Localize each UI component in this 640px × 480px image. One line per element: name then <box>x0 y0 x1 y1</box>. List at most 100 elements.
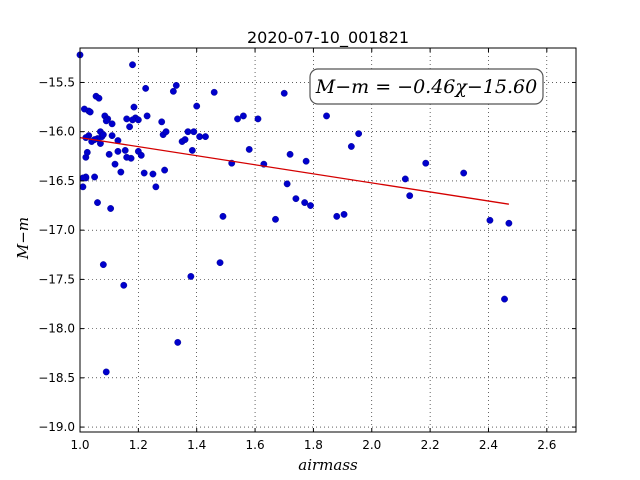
data-point <box>86 108 94 116</box>
x-tick-label: 2.6 <box>537 438 556 452</box>
data-point <box>245 146 253 153</box>
data-point <box>292 195 300 203</box>
y-tick-label: −17.0 <box>38 223 75 237</box>
data-point <box>190 128 198 136</box>
data-point <box>114 147 122 155</box>
y-tick-labels: −15.5 −16.0 −16.5 −17.0 −17.5 −18.0 −18.5 −19.0 <box>38 75 75 434</box>
x-tick-label: 1.6 <box>246 438 265 452</box>
x-axis-label: airmass <box>298 456 358 474</box>
data-point <box>120 281 128 289</box>
data-point <box>143 112 151 120</box>
data-point <box>105 150 113 158</box>
y-tick-label: −16.0 <box>38 125 75 139</box>
data-point <box>460 169 468 177</box>
data-point <box>123 153 131 161</box>
data-point <box>123 115 131 123</box>
fit-line <box>79 136 509 205</box>
data-point <box>129 61 136 69</box>
data-point <box>79 174 87 182</box>
data-point <box>422 159 430 167</box>
data-point <box>162 128 170 136</box>
grid-lines <box>79 48 576 432</box>
data-point <box>239 112 247 120</box>
data-point <box>117 168 125 176</box>
y-tick-label: −15.5 <box>38 75 75 89</box>
data-point <box>99 131 107 139</box>
data-point <box>307 202 314 209</box>
data-point <box>323 112 330 120</box>
data-point <box>102 368 110 376</box>
data-point <box>193 102 201 110</box>
x-tick-label: 1.2 <box>129 438 148 452</box>
x-tick-label: 1.4 <box>187 438 206 452</box>
x-tick-label: 1.8 <box>304 438 323 452</box>
data-point <box>94 199 101 206</box>
data-point <box>169 87 177 95</box>
y-tick-label: −16.5 <box>38 174 75 188</box>
data-points <box>76 51 513 376</box>
data-point <box>140 169 148 177</box>
data-point <box>280 89 288 97</box>
data-point <box>102 117 110 125</box>
data-point <box>188 146 196 154</box>
fit-equation-text: M−m = −0.46χ−15.60 <box>315 76 537 98</box>
data-point <box>174 338 182 346</box>
data-point <box>108 120 116 128</box>
y-tick-label: −19.0 <box>38 420 75 434</box>
data-point <box>202 133 209 141</box>
data-point <box>272 215 279 223</box>
fit-equation-box: M−m = −0.46χ−15.60 <box>309 68 544 105</box>
x-tick-label: 2.0 <box>362 438 381 452</box>
fit-line-layer <box>79 136 509 205</box>
plot-frame <box>79 47 577 433</box>
data-point <box>406 192 414 200</box>
y-tick-label: −18.5 <box>38 371 75 385</box>
data-point <box>216 259 224 267</box>
data-point <box>347 143 355 150</box>
data-point <box>91 173 98 181</box>
data-point <box>234 115 241 123</box>
data-point <box>283 180 291 188</box>
data-point <box>111 160 119 168</box>
y-tick-label: −18.0 <box>38 322 75 336</box>
data-point <box>172 82 180 89</box>
data-point <box>161 166 169 174</box>
data-point <box>99 261 107 269</box>
data-point <box>333 212 341 220</box>
data-point <box>107 205 115 212</box>
data-point <box>196 133 204 141</box>
data-point <box>142 84 150 92</box>
data-point <box>130 103 138 111</box>
data-point <box>501 295 508 303</box>
data-point <box>505 219 513 227</box>
data-point <box>286 150 294 158</box>
x-tick-label: 2.2 <box>421 438 440 452</box>
data-point <box>219 212 227 220</box>
data-point <box>302 157 310 165</box>
data-point <box>340 210 348 218</box>
data-point <box>134 116 142 124</box>
data-point <box>254 115 262 123</box>
data-point <box>126 123 134 131</box>
y-tick-label: −17.5 <box>38 272 75 286</box>
data-point <box>129 116 136 124</box>
x-tick-labels: 1.0 1.2 1.4 1.6 1.8 2.0 2.2 2.4 2.6 <box>70 438 556 452</box>
data-point <box>149 170 157 178</box>
data-point <box>121 146 129 154</box>
fit-equation-frame <box>309 68 544 105</box>
chart-title: 2020-07-10_001821 <box>247 28 409 48</box>
data-point <box>158 118 166 126</box>
axis-ticks <box>79 48 576 432</box>
data-point <box>301 199 309 206</box>
data-point <box>187 273 195 280</box>
data-point <box>401 175 409 183</box>
data-point <box>83 148 91 156</box>
data-point <box>79 183 87 191</box>
data-point <box>152 183 160 191</box>
y-axis-label: M−m <box>14 217 32 260</box>
data-point <box>181 136 189 143</box>
x-tick-label: 2.4 <box>479 438 498 452</box>
data-point <box>355 130 363 138</box>
